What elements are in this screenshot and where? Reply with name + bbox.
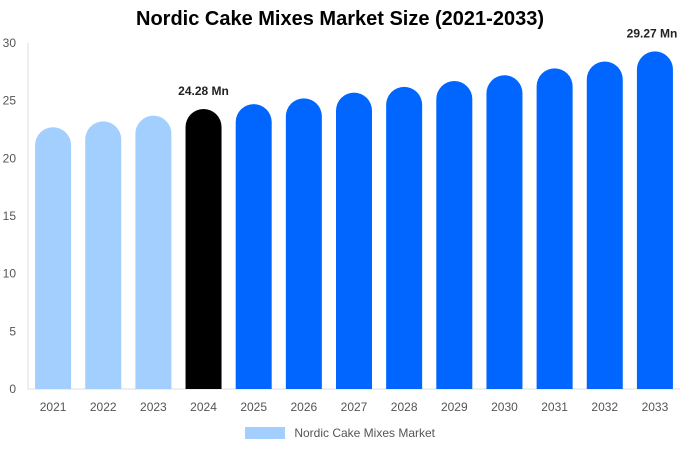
bar-2031: [536, 68, 573, 389]
x-tick-label-2026: 2026: [290, 400, 317, 414]
bar-2021: [35, 127, 72, 389]
y-tick-label: 5: [9, 324, 16, 338]
bar-2033: [636, 51, 673, 389]
x-tick-label-2023: 2023: [140, 400, 167, 414]
data-label-2024: 24.28 Mn: [178, 84, 229, 98]
bar-2024: [185, 108, 222, 389]
legend-swatch: [244, 426, 285, 439]
x-tick-label-2024: 2024: [190, 400, 217, 414]
y-tick-label: 10: [3, 267, 17, 281]
x-tick-label-2027: 2027: [341, 400, 368, 414]
x-tick-label-2029: 2029: [441, 400, 468, 414]
x-tick-label-2031: 2031: [541, 400, 568, 414]
bar-2022: [85, 121, 122, 389]
bar-2028: [386, 86, 423, 390]
legend: Nordic Cake Mixes Market: [0, 425, 680, 440]
bar-2027: [336, 92, 372, 390]
x-tick-label-2028: 2028: [391, 400, 418, 414]
x-tick-label-2022: 2022: [90, 400, 117, 414]
chart-title: Nordic Cake Mixes Market Size (2021-2033…: [136, 8, 544, 30]
bar-2026: [285, 98, 322, 390]
bar-2032: [586, 61, 623, 389]
y-tick-label: 20: [3, 151, 17, 165]
x-tick-label-2030: 2030: [491, 400, 518, 414]
data-label-2033: 29.27 Mn: [627, 26, 678, 40]
x-tick-label-2032: 2032: [591, 400, 618, 414]
x-tick-label-2025: 2025: [240, 400, 267, 414]
y-tick-label: 30: [3, 36, 17, 50]
bar-2029: [436, 81, 473, 389]
y-tick-label: 0: [9, 382, 16, 396]
x-tick-label-2021: 2021: [40, 400, 67, 414]
y-tick-label: 15: [3, 209, 17, 223]
bar-2025: [235, 104, 272, 390]
bar-2023: [135, 115, 172, 390]
bar-2030: [486, 75, 523, 389]
x-tick-label-2033: 2033: [642, 400, 669, 414]
legend-label: Nordic Cake Mixes Market: [294, 425, 436, 440]
y-tick-label: 25: [3, 94, 17, 108]
